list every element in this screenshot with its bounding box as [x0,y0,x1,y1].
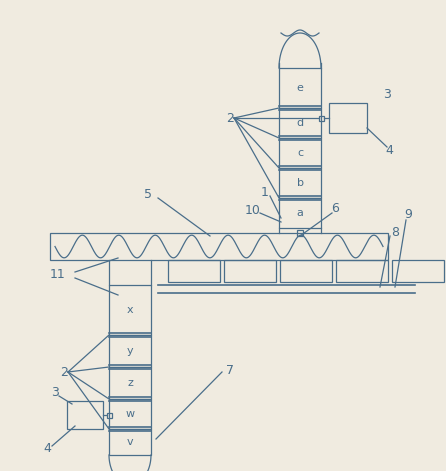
Bar [279,168,321,198]
Text: 6: 6 [331,202,339,214]
Bar [336,260,388,282]
Bar [329,103,367,133]
Text: 7: 7 [226,364,234,376]
Bar [279,198,321,228]
Text: d: d [297,118,304,128]
Bar [279,68,321,108]
Bar [50,233,388,260]
Text: 1: 1 [261,187,269,200]
Text: c: c [297,148,303,158]
Text: b: b [297,178,303,188]
Bar [109,285,151,335]
Text: x: x [127,305,133,315]
Text: 4: 4 [385,145,393,157]
Bar [297,230,303,236]
Text: z: z [127,378,133,388]
Bar [67,401,103,429]
Bar [392,260,444,282]
Text: a: a [297,208,303,218]
Bar [224,260,276,282]
Bar [109,335,151,367]
Text: 3: 3 [383,89,391,101]
Bar [109,429,151,455]
Bar [279,138,321,168]
Bar [109,399,151,429]
Text: 8: 8 [391,226,399,238]
Bar [318,115,323,121]
Text: e: e [297,83,303,93]
Text: 2: 2 [60,365,68,379]
Text: w: w [125,409,135,419]
Text: y: y [127,346,133,356]
Text: v: v [127,437,133,447]
Text: 9: 9 [404,209,412,221]
Bar [168,260,220,282]
Text: 2: 2 [226,112,234,124]
Text: 3: 3 [51,387,59,399]
Text: 5: 5 [144,188,152,202]
Text: 11: 11 [50,268,66,282]
Bar [107,413,112,417]
Bar [280,260,332,282]
Bar [109,367,151,399]
Bar [279,108,321,138]
Text: 10: 10 [245,203,261,217]
Text: 4: 4 [43,442,51,455]
